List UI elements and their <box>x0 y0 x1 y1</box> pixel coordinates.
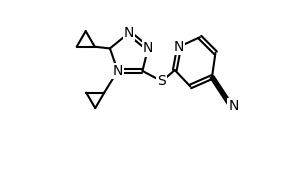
Text: N: N <box>124 26 134 40</box>
Text: N: N <box>112 64 123 78</box>
Text: S: S <box>157 74 166 88</box>
Text: N: N <box>174 40 184 54</box>
Text: N: N <box>229 99 239 113</box>
Text: N: N <box>143 42 153 55</box>
